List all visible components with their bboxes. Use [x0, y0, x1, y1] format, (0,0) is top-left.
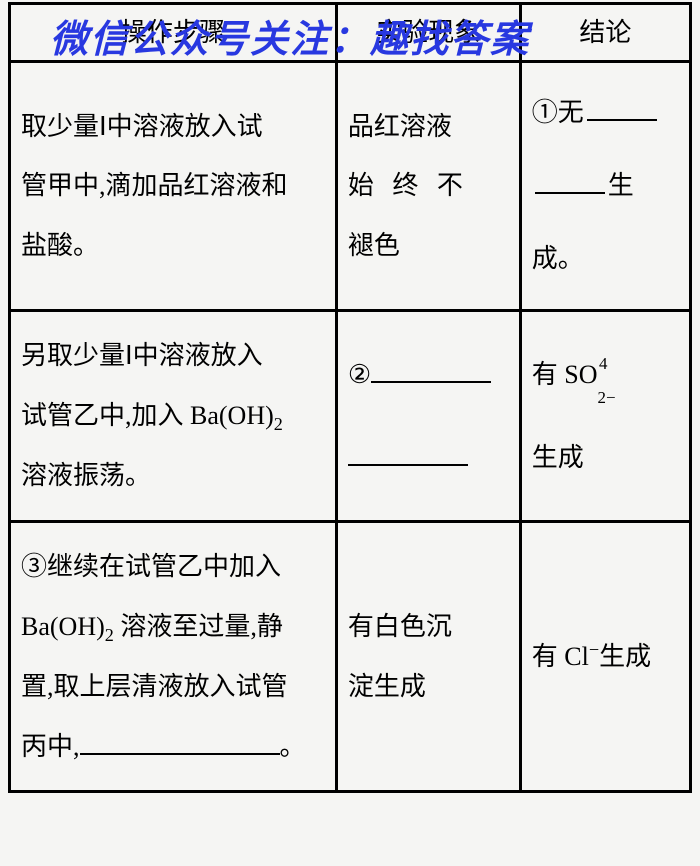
text: 。 — [280, 732, 306, 761]
text: 溶液振荡。 — [21, 461, 151, 490]
text: ③继续在试管乙中加入 — [21, 552, 281, 581]
text: 取少量Ⅰ中溶液放入试 — [21, 112, 263, 141]
table-row: 另取少量Ⅰ中溶液放入 试管乙中,加入 Ba(OH)2 溶液振荡。 ② 有 SO2… — [10, 311, 691, 522]
text: 始 终 不 — [348, 171, 469, 200]
row2-phenomenon: ② — [336, 311, 520, 522]
text: 生成 — [532, 443, 584, 472]
text: 另取少量Ⅰ中溶液放入 — [21, 341, 263, 370]
experiment-table: 操作步骤 实验现象 结论 取少量Ⅰ中溶液放入试 管甲中,滴加品红溶液和 盐酸。 … — [8, 2, 692, 793]
text: Ba(OH) — [21, 612, 105, 641]
table-row: 取少量Ⅰ中溶液放入试 管甲中,滴加品红溶液和 盐酸。 品红溶液 始 终 不 褪色… — [10, 62, 691, 311]
watermark-text: 微信公众号关注：趣找答案 — [50, 8, 650, 63]
row3-phenomenon: 有白色沉 淀生成 — [336, 522, 520, 792]
fill-blank — [535, 174, 605, 194]
text: 褪色 — [348, 231, 400, 260]
text: 管甲中,滴加品红溶液和 — [21, 171, 288, 200]
row1-phenomenon: 品红溶液 始 终 不 褪色 — [336, 62, 520, 311]
row1-operation: 取少量Ⅰ中溶液放入试 管甲中,滴加品红溶液和 盐酸。 — [10, 62, 337, 311]
table-row: ③继续在试管乙中加入 Ba(OH)2 溶液至过量,静 置,取上层清液放入试管 丙… — [10, 522, 691, 792]
text: 有 Cl — [532, 642, 589, 671]
text: 试管乙中,加入 Ba(OH) — [21, 401, 274, 430]
fill-blank — [348, 446, 468, 466]
row3-conclusion: 有 Cl−生成 — [520, 522, 690, 792]
text: 溶液至过量,静 — [114, 612, 283, 641]
subscript: 2 — [274, 414, 283, 434]
row1-conclusion: ①无 生成。 — [520, 62, 690, 311]
text: 生成 — [599, 642, 651, 671]
text: 置,取上层清液放入试管 — [21, 672, 288, 701]
text: 淀生成 — [348, 672, 426, 701]
text: 有白色沉 — [348, 612, 452, 641]
fill-blank — [80, 735, 280, 755]
text: 丙中, — [21, 732, 80, 761]
fill-blank — [587, 101, 657, 121]
text: 有 SO — [532, 360, 598, 389]
text: 品红溶液 — [348, 112, 452, 141]
row3-operation: ③继续在试管乙中加入 Ba(OH)2 溶液至过量,静 置,取上层清液放入试管 丙… — [10, 522, 337, 792]
text: ② — [348, 360, 371, 389]
text: 盐酸。 — [21, 231, 99, 260]
text: ①无 — [532, 98, 584, 127]
subscript: 2 — [105, 625, 114, 645]
row2-operation: 另取少量Ⅰ中溶液放入 试管乙中,加入 Ba(OH)2 溶液振荡。 — [10, 311, 337, 522]
fill-blank — [371, 363, 491, 383]
superscript: − — [589, 639, 599, 659]
row2-conclusion: 有 SO2−4 生成 — [520, 311, 690, 522]
